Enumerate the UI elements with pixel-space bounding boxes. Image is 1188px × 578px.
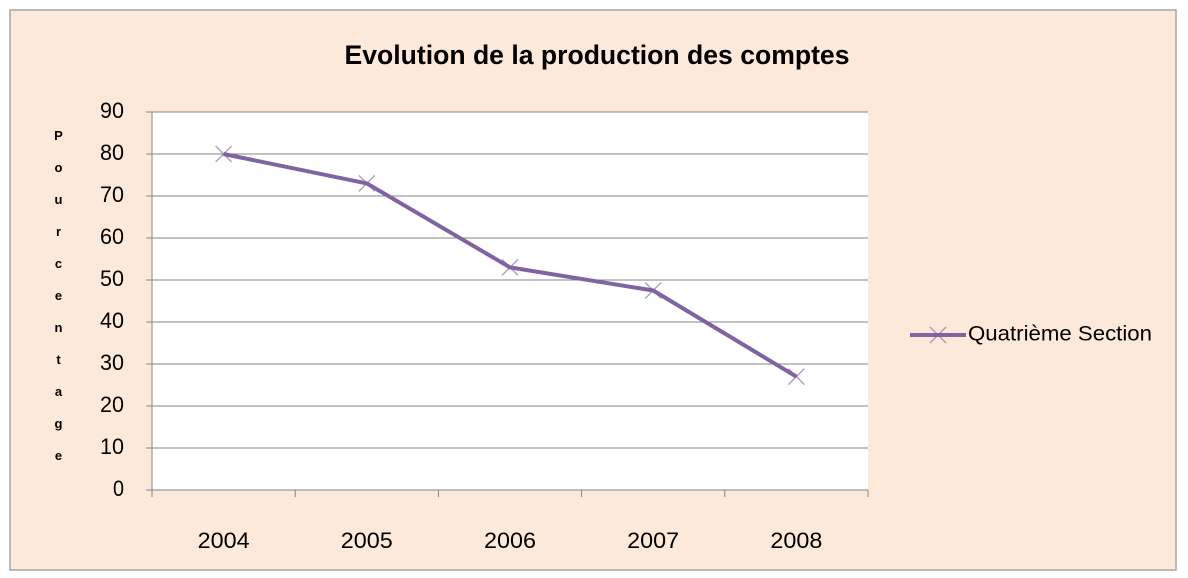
y-tick-label: 10 — [100, 434, 124, 459]
marker-stroke — [501, 258, 519, 276]
marker-stroke — [787, 368, 805, 386]
marker — [358, 174, 376, 192]
y-tick-label: 80 — [100, 140, 124, 165]
marker — [644, 281, 662, 300]
marker — [929, 326, 947, 344]
y-tick-label: 0 — [113, 476, 124, 501]
y-tick-label: 60 — [100, 224, 124, 249]
x-tick-label: 2004 — [198, 528, 250, 553]
y-tick-label: 30 — [100, 350, 124, 375]
y-tick-label: 20 — [100, 392, 124, 417]
x-tick-label: 2005 — [341, 528, 393, 553]
marker-stroke — [929, 326, 947, 344]
x-tick-label: 2008 — [770, 528, 822, 553]
plot-area — [152, 112, 868, 490]
y-tick-label: 40 — [100, 308, 124, 333]
x-tick-label: 2007 — [627, 528, 679, 553]
chart-title: Evolution de la production des comptes — [345, 40, 850, 70]
x-tick-label: 2006 — [484, 528, 536, 553]
marker-stroke — [215, 145, 233, 163]
y-tick-label: 90 — [100, 98, 124, 123]
marker — [787, 368, 805, 386]
y-tick-label: 50 — [100, 266, 124, 291]
y-tick-label: 70 — [100, 182, 124, 207]
marker-stroke — [358, 174, 376, 192]
legend-label: Quatrième Section — [968, 323, 1152, 346]
marker — [215, 145, 233, 163]
marker — [501, 258, 519, 276]
y-axis-label: Pourcentage — [51, 128, 66, 480]
marker-stroke — [644, 281, 662, 300]
